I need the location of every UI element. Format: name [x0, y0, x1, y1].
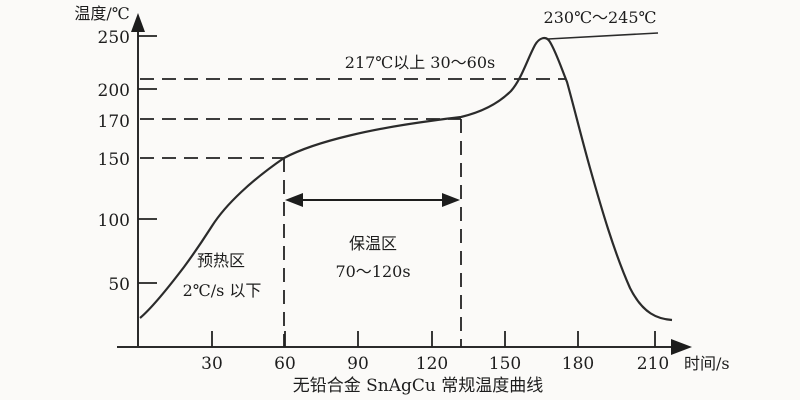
y-tick-label-100: 100	[98, 211, 130, 231]
chart-caption: 无铅合金 SnAgCu 常规温度曲线	[293, 376, 544, 396]
annotation-peak-range: 230℃～245℃	[544, 8, 657, 27]
x-axis-title: 时间/s	[684, 354, 730, 373]
x-axis-arrow-icon	[671, 339, 692, 355]
y-axis-arrow-icon	[131, 13, 145, 32]
annotation-above-217: 217℃以上 30～60s	[345, 53, 495, 72]
annotation-soak-zone: 保温区	[349, 234, 397, 253]
y-tick-label-170: 170	[98, 112, 130, 132]
x-tick-label-150: 150	[489, 354, 521, 374]
x-tick-label-210: 210	[637, 354, 669, 374]
y-tick-label-250: 250	[98, 28, 130, 48]
x-tick-label-90: 90	[347, 354, 369, 374]
y-tick-label-50: 50	[108, 275, 130, 295]
x-tick-label-60: 60	[274, 354, 296, 374]
x-tick-label-120: 120	[416, 354, 448, 374]
y-tick-label-150: 150	[98, 150, 130, 170]
y-tick-label-200: 200	[98, 81, 130, 101]
annotation-preheat-rate: 2℃/s 以下	[183, 281, 262, 300]
soak-arrow-left-icon	[285, 193, 303, 207]
peak-leader-line	[547, 32, 659, 40]
temperature-curve	[139, 36, 673, 322]
y-axis-title: 温度/℃	[74, 4, 129, 23]
x-tick-label-30: 30	[201, 354, 223, 374]
x-tick-label-180: 180	[562, 354, 594, 374]
soak-arrow-right-icon	[442, 193, 460, 207]
annotation-preheat-zone: 预热区	[197, 251, 245, 270]
annotation-soak-time: 70～120s	[335, 262, 410, 281]
